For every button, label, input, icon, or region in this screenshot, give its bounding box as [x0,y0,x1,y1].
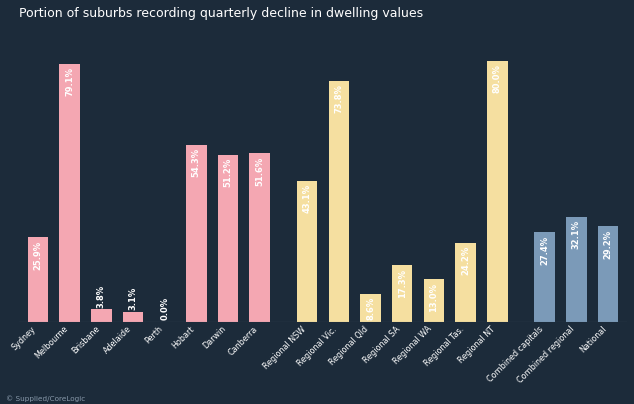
Text: 32.1%: 32.1% [572,220,581,249]
Text: 27.4%: 27.4% [540,236,549,265]
Bar [328,81,349,322]
Bar [91,309,112,322]
Bar [249,154,270,322]
Bar [566,217,586,322]
Text: © Supplied/CoreLogic: © Supplied/CoreLogic [6,395,86,402]
Text: 8.6%: 8.6% [366,297,375,320]
Text: Portion of suburbs recording quarterly decline in dwelling values: Portion of suburbs recording quarterly d… [19,7,423,20]
Text: 3.1%: 3.1% [129,287,138,310]
Bar [360,294,381,322]
Text: 54.3%: 54.3% [192,148,201,177]
Bar [186,145,207,322]
Text: 73.8%: 73.8% [334,84,344,113]
Text: 51.6%: 51.6% [255,157,264,186]
Bar [598,226,618,322]
Bar [534,232,555,322]
Text: 51.2%: 51.2% [224,158,233,187]
Text: 13.0%: 13.0% [429,282,438,311]
Bar [123,311,143,322]
Text: 43.1%: 43.1% [302,184,312,213]
Bar [424,279,444,322]
Text: 29.2%: 29.2% [604,230,612,259]
Bar [455,243,476,322]
Text: 17.3%: 17.3% [398,269,406,297]
Bar [28,237,48,322]
Bar [217,155,238,322]
Bar [392,265,413,322]
Bar [487,61,507,322]
Text: 79.1%: 79.1% [65,67,74,96]
Bar [60,63,80,322]
Text: 25.9%: 25.9% [34,240,42,269]
Text: 3.8%: 3.8% [97,284,106,308]
Text: 80.0%: 80.0% [493,64,501,93]
Text: 24.2%: 24.2% [461,246,470,275]
Bar [297,181,318,322]
Text: 0.0%: 0.0% [160,297,169,320]
